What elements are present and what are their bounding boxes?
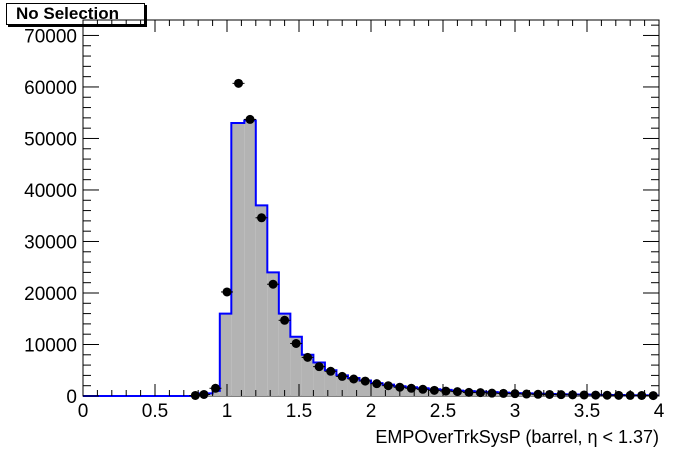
data-point	[257, 213, 267, 223]
data-point	[418, 384, 428, 394]
plot-area-frame	[82, 19, 660, 397]
histogram-bar	[231, 123, 245, 396]
histogram-bar	[301, 354, 314, 396]
x-axis: 0 0.5 1 1.5 2 2.5 3 3.5 4	[78, 20, 665, 422]
data-point	[210, 383, 220, 393]
histogram-outline	[83, 119, 659, 397]
y-tick-label: 0	[66, 387, 77, 408]
x-tick-label: 2	[366, 401, 377, 422]
x-tick-label: 3.5	[574, 401, 600, 422]
data-point	[349, 374, 359, 384]
data-point	[487, 388, 497, 398]
histogram-outline-group	[83, 119, 659, 397]
data-point	[395, 382, 405, 392]
histogram-bar	[244, 120, 256, 396]
data-point	[245, 114, 255, 124]
histogram-bar	[278, 313, 291, 396]
y-tick-label: 10000	[24, 335, 77, 356]
x-tick-label: 0	[78, 401, 89, 422]
y-tick-label: 60000	[24, 78, 77, 99]
data-point	[475, 388, 485, 398]
data-point	[637, 390, 647, 400]
histogram-bar	[371, 383, 383, 396]
histogram-bar	[290, 336, 302, 396]
data-point	[199, 389, 209, 399]
data-point	[591, 390, 601, 400]
histogram-bar	[336, 375, 348, 396]
y-tick-label: 70000	[24, 26, 77, 47]
chart-title-box: No Selection	[6, 3, 145, 25]
histogram-bar	[347, 377, 360, 396]
data-point	[406, 383, 416, 393]
data-point	[614, 390, 624, 400]
y-tick-label: 40000	[24, 181, 77, 202]
data-point	[498, 388, 508, 398]
x-tick-label: 1	[222, 401, 233, 422]
data-point	[337, 371, 347, 381]
data-point	[190, 390, 200, 400]
y-tick-label: 30000	[24, 232, 77, 253]
y-axis: 0 10000 20000 30000 40000 50000 60000 70000	[24, 24, 659, 408]
data-point	[545, 389, 555, 399]
data-point	[360, 376, 370, 386]
data-point	[441, 386, 451, 396]
data-point	[314, 362, 324, 372]
data-point	[268, 279, 278, 289]
histogram-bar	[359, 380, 371, 396]
data-point	[579, 390, 589, 400]
data-point	[234, 78, 244, 88]
x-tick-label: 3	[510, 401, 521, 422]
histogram-bar	[313, 362, 325, 396]
x-tick-label: 2.5	[430, 401, 456, 422]
x-tick-label: 0.5	[142, 401, 168, 422]
data-point	[464, 387, 474, 397]
x-tick-label: 1.5	[286, 401, 312, 422]
data-point	[522, 389, 532, 399]
histogram-bar	[382, 384, 395, 396]
data-point	[291, 338, 301, 348]
data-point	[326, 366, 336, 376]
y-tick-label: 20000	[24, 284, 77, 305]
x-tick-label: 4	[654, 401, 665, 422]
chart-title: No Selection	[16, 4, 119, 23]
data-point	[602, 390, 612, 400]
data-point	[372, 379, 382, 389]
y-tick-label: 50000	[24, 129, 77, 150]
data-point	[280, 315, 290, 325]
histogram-bar	[324, 370, 337, 396]
data-point	[429, 385, 439, 395]
x-axis-title: EMPOverTrkSysP (barrel, η < 1.37)	[375, 427, 659, 447]
data-point	[556, 390, 566, 400]
histogram-bar	[219, 313, 232, 396]
histogram-bar	[255, 205, 268, 396]
data-points-group	[189, 78, 660, 401]
histogram-bar	[212, 390, 220, 396]
histogram-bar	[267, 272, 279, 396]
data-point	[383, 381, 393, 391]
data-point	[533, 389, 543, 399]
data-point	[222, 287, 232, 297]
data-point	[303, 352, 313, 362]
